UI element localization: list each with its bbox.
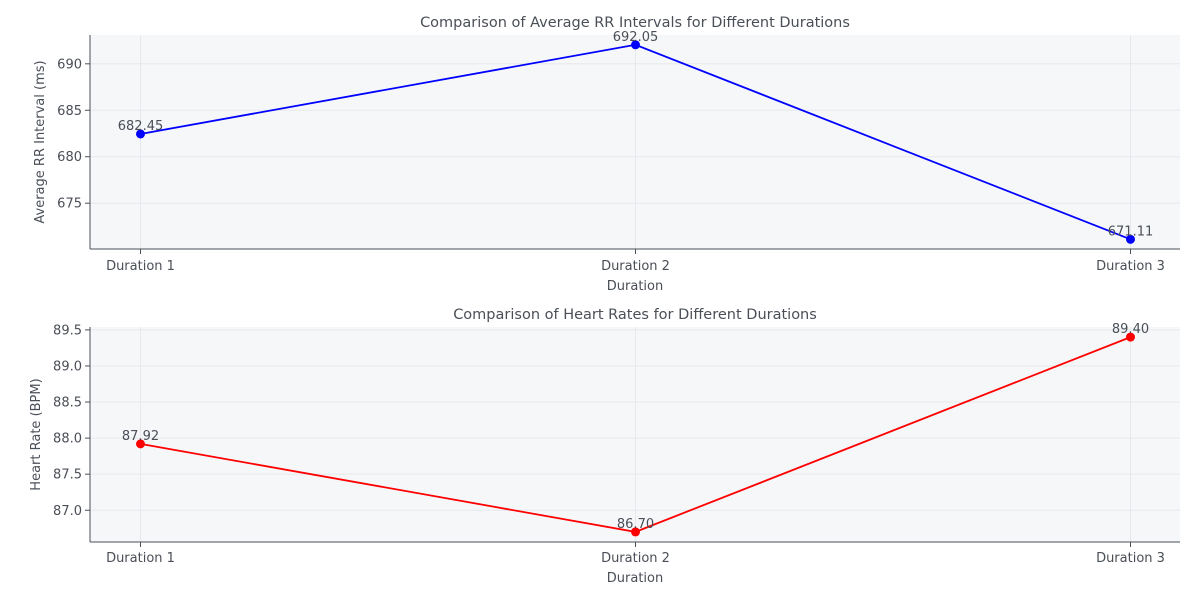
y-tick-label: 675: [57, 197, 82, 212]
chart-title: Comparison of Heart Rates for Different …: [453, 307, 817, 323]
x-tick-label: Duration 2: [601, 551, 670, 566]
data-point: [136, 439, 145, 449]
y-tick-label: 685: [57, 104, 82, 119]
data-label: 671.11: [1108, 224, 1154, 239]
y-tick-label: 89.0: [53, 359, 82, 374]
data-label: 692.05: [613, 30, 659, 45]
y-tick-label: 88.5: [53, 396, 82, 411]
data-label: 86.70: [617, 517, 654, 532]
data-point: [1126, 234, 1135, 244]
y-tick-label: 87.5: [53, 468, 82, 483]
y-tick-label: 88.0: [53, 432, 82, 447]
x-tick-label: Duration 3: [1096, 259, 1165, 274]
y-tick-label: 89.5: [53, 323, 82, 338]
y-tick-label: 87.0: [53, 504, 82, 519]
x-axis-label: Duration: [607, 279, 663, 294]
x-tick-label: Duration 3: [1096, 551, 1165, 566]
rr-interval-chart: 675 680 685 690 Duration 1 Duration 2 Duration…: [33, 15, 1180, 294]
y-axis-label: Average RR Interval (ms): [33, 60, 48, 223]
chart-title: Comparison of Average RR Intervals for D…: [420, 15, 850, 31]
data-point: [631, 527, 640, 537]
data-point: [631, 40, 640, 50]
x-tick-label: Duration 1: [106, 259, 175, 274]
heart-rate-chart: 87.0 87.5 88.0 88.5 89.0 89.5 Duration 1 Durati…: [29, 307, 1180, 586]
x-tick-label: Duration 1: [106, 551, 175, 566]
data-label: 89.40: [1112, 322, 1149, 337]
data-label: 682.45: [118, 119, 164, 134]
y-tick-label: 680: [57, 150, 82, 165]
data-point: [136, 129, 145, 139]
x-tick-label: Duration 2: [601, 259, 670, 274]
y-tick-label: 690: [57, 57, 82, 72]
y-axis-label: Heart Rate (BPM): [29, 378, 44, 490]
x-axis-label: Duration: [607, 571, 663, 586]
data-label: 87.92: [122, 429, 159, 444]
data-point: [1126, 332, 1135, 342]
